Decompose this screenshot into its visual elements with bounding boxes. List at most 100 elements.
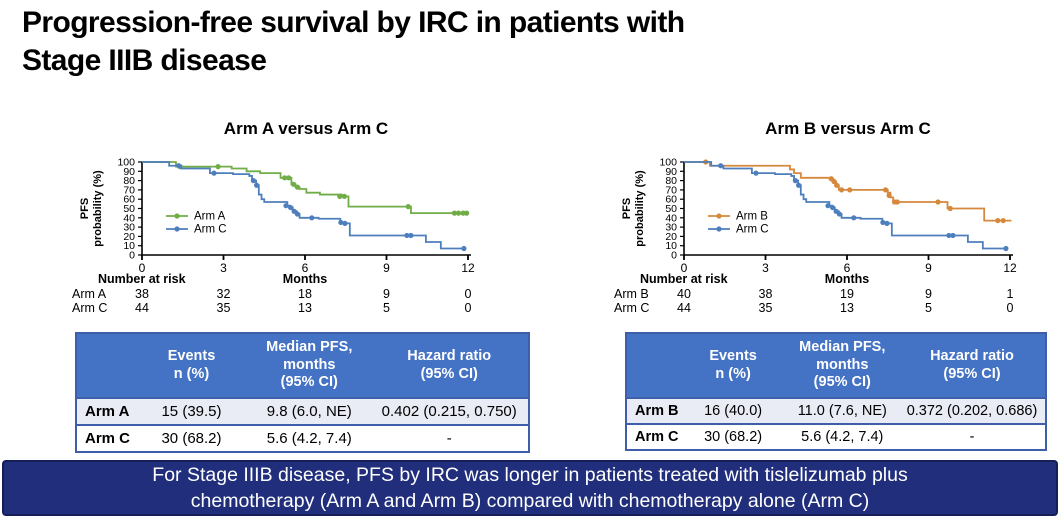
- hazard-ratio-value: -: [898, 423, 1046, 451]
- median-pfs-value: 5.6 (4.2, 7.4): [785, 423, 899, 451]
- svg-text:0: 0: [465, 301, 472, 315]
- stats-header-arm: [626, 333, 681, 399]
- arm-label: Arm B: [626, 397, 681, 425]
- svg-text:9: 9: [383, 261, 390, 275]
- svg-text:Arm C: Arm C: [194, 224, 227, 236]
- svg-text:6: 6: [844, 261, 851, 275]
- hazard-ratio-value: 0.402 (0.215, 0.750): [370, 397, 529, 426]
- svg-text:10: 10: [665, 240, 677, 252]
- stats-header-events: Events n (%): [134, 333, 249, 399]
- median-pfs-value: 9.8 (6.0, NE): [248, 397, 371, 426]
- svg-text:5: 5: [383, 301, 390, 315]
- table-row: Arm C 30 (68.2) 5.6 (4.2, 7.4) -: [76, 424, 529, 453]
- svg-text:Number at risk: Number at risk: [640, 272, 728, 286]
- svg-text:38: 38: [135, 287, 149, 301]
- svg-text:90: 90: [665, 166, 677, 178]
- events-value: 16 (40.0): [680, 397, 786, 425]
- svg-text:Arm B: Arm B: [736, 211, 768, 223]
- stats-header-median-pfs: Median PFS, months (95% CI): [248, 333, 371, 399]
- svg-text:1: 1: [1007, 287, 1014, 301]
- page-title: Progression-free survival by IRC in pati…: [22, 6, 685, 78]
- arm-label: Arm A: [76, 397, 135, 426]
- svg-text:0: 0: [671, 250, 677, 262]
- svg-text:3: 3: [220, 261, 227, 275]
- arm-label: Arm C: [626, 423, 681, 451]
- svg-text:0: 0: [681, 261, 688, 275]
- svg-text:10: 10: [123, 240, 135, 252]
- median-pfs-value: 11.0 (7.6, NE): [785, 397, 899, 425]
- svg-text:0: 0: [1007, 301, 1014, 315]
- svg-text:9: 9: [925, 261, 932, 275]
- hazard-ratio-value: -: [370, 424, 529, 453]
- svg-text:0: 0: [465, 287, 472, 301]
- svg-text:12: 12: [461, 261, 475, 275]
- svg-text:Number at risk: Number at risk: [98, 272, 186, 286]
- svg-text:20: 20: [665, 231, 677, 243]
- svg-text:40: 40: [123, 212, 135, 224]
- svg-text:30: 30: [665, 222, 677, 234]
- chart-title-arm-a-vs-arm-c: Arm A versus Arm C: [223, 119, 389, 138]
- svg-text:0: 0: [139, 261, 146, 275]
- stats-header-events: Events n (%): [680, 333, 786, 399]
- svg-text:Arm B: Arm B: [614, 287, 649, 301]
- svg-text:19: 19: [840, 287, 854, 301]
- svg-text:Months: Months: [825, 272, 869, 286]
- svg-text:35: 35: [759, 301, 773, 315]
- svg-text:6: 6: [302, 261, 309, 275]
- svg-text:Arm A: Arm A: [194, 211, 226, 223]
- svg-text:30: 30: [123, 222, 135, 234]
- svg-text:PFS: PFS: [79, 198, 91, 219]
- svg-text:Arm A: Arm A: [72, 287, 107, 301]
- panel-arm-b-vs-arm-c: Arm B versus Arm C 0 10 20 30 40 50 60 70 80 90 10…: [602, 118, 1060, 452]
- svg-text:60: 60: [665, 194, 677, 206]
- stats-header-arm: [76, 333, 135, 399]
- conclusion-text: For Stage IIIB disease, PFS by IRC was l…: [152, 463, 908, 512]
- hazard-ratio-value: 0.372 (0.202, 0.686): [898, 397, 1046, 425]
- arm-label: Arm C: [76, 424, 135, 453]
- svg-text:60: 60: [123, 194, 135, 206]
- median-pfs-value: 5.6 (4.2, 7.4): [248, 424, 371, 453]
- svg-text:18: 18: [298, 287, 312, 301]
- svg-text:13: 13: [840, 301, 854, 315]
- stats-header-hazard-ratio: Hazard ratio (95% CI): [370, 333, 529, 399]
- svg-text:3: 3: [762, 261, 769, 275]
- svg-text:100: 100: [117, 157, 135, 169]
- stats-table-arm-a-vs-arm-c: Events n (%) Median PFS, months (95% CI)…: [75, 332, 530, 454]
- svg-text:probability (%): probability (%): [92, 170, 104, 247]
- svg-text:40: 40: [677, 287, 691, 301]
- svg-text:PFS: PFS: [621, 198, 633, 219]
- svg-text:Arm C: Arm C: [72, 301, 107, 315]
- events-value: 30 (68.2): [680, 423, 786, 451]
- svg-text:0: 0: [129, 250, 135, 262]
- svg-text:90: 90: [123, 166, 135, 178]
- events-value: 15 (39.5): [134, 397, 249, 426]
- svg-text:9: 9: [383, 287, 390, 301]
- svg-text:5: 5: [925, 301, 932, 315]
- table-row: Arm B 16 (40.0) 11.0 (7.6, NE) 0.372 (0.…: [626, 397, 1046, 425]
- table-row: Arm A 15 (39.5) 9.8 (6.0, NE) 0.402 (0.2…: [76, 397, 529, 426]
- svg-text:20: 20: [123, 231, 135, 243]
- svg-text:Arm C: Arm C: [614, 301, 649, 315]
- chart-title-arm-b-vs-arm-c: Arm B versus Arm C: [765, 119, 931, 138]
- stats-header-median-pfs: Median PFS, months (95% CI): [785, 333, 899, 399]
- svg-text:35: 35: [217, 301, 231, 315]
- svg-text:80: 80: [123, 175, 135, 187]
- svg-text:44: 44: [677, 301, 691, 315]
- svg-text:50: 50: [123, 203, 135, 215]
- stats-header-hazard-ratio: Hazard ratio (95% CI): [898, 333, 1046, 399]
- svg-text:13: 13: [298, 301, 312, 315]
- svg-text:Arm C: Arm C: [736, 224, 769, 236]
- svg-text:80: 80: [665, 175, 677, 187]
- svg-text:70: 70: [665, 184, 677, 196]
- svg-text:12: 12: [1003, 261, 1017, 275]
- stats-table-arm-b-vs-arm-c: Events n (%) Median PFS, months (95% CI)…: [625, 332, 1047, 452]
- svg-text:Months: Months: [283, 272, 327, 286]
- svg-text:9: 9: [925, 287, 932, 301]
- conclusion-banner: For Stage IIIB disease, PFS by IRC was l…: [2, 460, 1058, 516]
- svg-text:38: 38: [759, 287, 773, 301]
- events-value: 30 (68.2): [134, 424, 249, 453]
- svg-text:100: 100: [659, 157, 677, 169]
